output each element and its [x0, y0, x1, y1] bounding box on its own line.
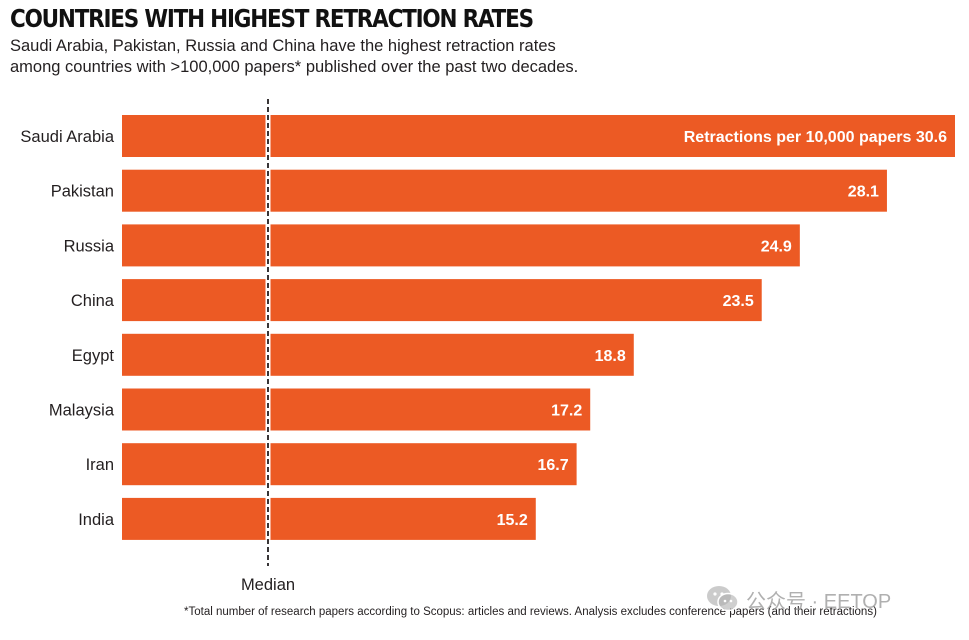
watermark-text: 公众号 · EETOP: [746, 590, 892, 613]
category-label: India: [78, 511, 115, 529]
value-label: 18.8: [595, 348, 626, 365]
wechat-icon: [707, 586, 739, 612]
value-label: 15.2: [497, 512, 528, 529]
value-label: Retractions per 10,000 papers 30.6: [684, 129, 947, 146]
median-label: Median: [241, 576, 295, 594]
category-label: Russia: [64, 237, 115, 255]
bar: [122, 388, 591, 431]
bar: [122, 224, 800, 267]
bar: [122, 279, 762, 322]
bar: [122, 497, 536, 540]
bar-chart: Saudi Arabia Retractions per 10,000 paper…: [20, 99, 955, 594]
category-label: Pakistan: [51, 183, 114, 201]
category-label: Saudi Arabia: [20, 128, 114, 146]
category-label: Iran: [86, 456, 114, 474]
subtitle-line-1: Saudi Arabia, Pakistan, Russia and China…: [10, 37, 556, 55]
subtitle-line-2: among countries with >100,000 papers* pu…: [10, 58, 579, 76]
value-label: 17.2: [551, 403, 582, 420]
category-label: China: [71, 292, 115, 310]
value-prefix-label: Retractions per 10,000 papers: [684, 129, 916, 146]
bar: [122, 115, 955, 157]
value-label: 24.9: [761, 238, 792, 255]
value-label: 23.5: [723, 293, 754, 310]
category-label: Egypt: [72, 347, 115, 365]
category-label: Malaysia: [49, 402, 115, 420]
watermark: 公众号 · EETOP: [706, 584, 891, 614]
value-number: 30.6: [916, 129, 947, 146]
bar: [122, 169, 887, 212]
chart-subtitle: Saudi Arabia, Pakistan, Russia and China…: [10, 36, 710, 78]
bar: [122, 443, 577, 486]
value-label: 28.1: [848, 184, 879, 201]
chart-title: COUNTRIES WITH HIGHEST RETRACTION RATES: [10, 4, 534, 33]
value-label: 16.7: [537, 457, 568, 474]
footnote: *Total number of research papers accordi…: [184, 606, 877, 618]
bar: [122, 333, 634, 376]
